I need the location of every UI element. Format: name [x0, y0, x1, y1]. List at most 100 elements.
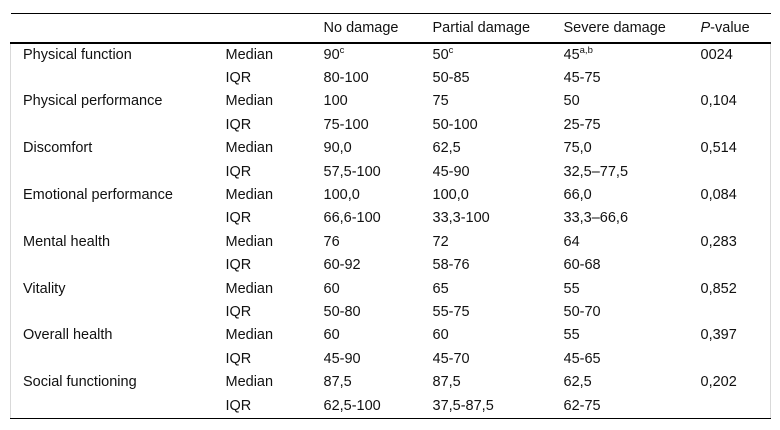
- cell-stat-label: IQR: [225, 116, 252, 133]
- cell-partial-damage: 58-76: [432, 257, 470, 274]
- cell-severe-damage: 25-75: [563, 116, 601, 133]
- cell-stat-label: IQR: [225, 210, 252, 227]
- table-row-median: Discomfort Median 90,0 62,5 75,0 0,514: [11, 137, 771, 160]
- cell-scale-label: Emotional performance: [23, 186, 173, 203]
- header-row: No damage Partial damage Severe damage P…: [10, 13, 771, 43]
- superscript-note: a,b: [579, 45, 593, 56]
- table-row-iqr: IQR 50-80 55-75 50-70: [11, 301, 771, 324]
- cell-partial-damage: 45-70: [432, 350, 470, 367]
- cell-p-value: 0,202: [700, 374, 737, 391]
- cell-stat-label: Median: [225, 93, 274, 110]
- cell-p-value: [701, 254, 771, 277]
- column-header-p-value: P-value: [700, 19, 750, 36]
- cell-p-value: 0,514: [700, 140, 737, 157]
- cell-no-damage: 75-100: [323, 116, 369, 133]
- cell-stat-label: IQR: [225, 303, 252, 320]
- cell-partial-damage: 75: [432, 93, 449, 110]
- cell-stat-label: IQR: [225, 69, 252, 86]
- cell-scale-label: Social functioning: [23, 374, 137, 391]
- cell-severe-damage: 45-75: [563, 69, 601, 86]
- cell-p-value: [701, 301, 771, 324]
- cell-scale-label: Physical performance: [23, 93, 163, 110]
- table-body: Physical function Median 90c 50c 45a,b 0024 IQ…: [10, 42, 771, 419]
- cell-stat-label: IQR: [225, 350, 252, 367]
- cell-p-value: 0,104: [700, 93, 737, 110]
- cell-severe-damage: 45a,b: [563, 45, 593, 63]
- cell-p-value: [701, 348, 771, 371]
- cell-partial-damage: 55-75: [432, 303, 470, 320]
- cell-partial-damage: 62,5: [432, 140, 461, 157]
- cell-stat-label: Median: [225, 327, 274, 344]
- cell-stat-label: IQR: [225, 257, 252, 274]
- column-header-label: [11, 14, 226, 43]
- cell-p-value: [701, 67, 771, 90]
- cell-partial-damage: 100,0: [432, 186, 469, 203]
- cell-p-value: 0,852: [700, 280, 737, 297]
- cell-stat-label: IQR: [225, 397, 252, 414]
- table-row-median: Mental health Median 76 72 64 0,283: [11, 231, 771, 254]
- quality-of-life-table: No damage Partial damage Severe damage P…: [10, 13, 771, 419]
- cell-severe-damage: 32,5–77,5: [563, 163, 629, 180]
- cell-no-damage: 76: [323, 233, 340, 250]
- cell-partial-damage: 87,5: [432, 374, 461, 391]
- table-row-median: Overall health Median 60 60 55 0,397: [11, 324, 771, 347]
- table-row-median: Emotional performance Median 100,0 100,0 66,…: [11, 184, 771, 207]
- cell-p-value: [701, 207, 771, 230]
- cell-severe-damage: 64: [563, 233, 580, 250]
- table-row-iqr: IQR 62,5-100 37,5-87,5 62-75: [11, 395, 771, 419]
- cell-p-value: [701, 161, 771, 184]
- cell-partial-damage: 37,5-87,5: [432, 397, 494, 414]
- cell-scale-label: [11, 114, 226, 137]
- superscript-note: c: [339, 45, 345, 56]
- cell-p-value: [701, 114, 771, 137]
- table-row-iqr: IQR 66,6-100 33,3-100 33,3–66,6: [11, 207, 771, 230]
- table-row-iqr: IQR 45-90 45-70 45-65: [11, 348, 771, 371]
- cell-scale-label: [11, 254, 226, 277]
- cell-partial-damage: 65: [432, 280, 449, 297]
- cell-no-damage: 62,5-100: [323, 397, 381, 414]
- cell-severe-damage: 50-70: [563, 303, 601, 320]
- cell-no-damage: 50-80: [323, 303, 361, 320]
- cell-severe-damage: 55: [563, 280, 580, 297]
- column-header-no-damage: No damage: [323, 19, 399, 36]
- cell-stat-label: Median: [225, 46, 274, 63]
- cell-scale-label: [11, 207, 226, 230]
- table-row-iqr: IQR 60-92 58-76 60-68: [11, 254, 771, 277]
- superscript-note: c: [448, 45, 454, 56]
- cell-severe-damage: 55: [563, 327, 580, 344]
- cell-severe-damage: 62-75: [563, 397, 601, 414]
- cell-no-damage: 80-100: [323, 69, 369, 86]
- table-row-iqr: IQR 57,5-100 45-90 32,5–77,5: [11, 161, 771, 184]
- cell-stat-label: Median: [225, 233, 274, 250]
- cell-severe-damage: 45-65: [563, 350, 601, 367]
- cell-scale-label: Physical function: [23, 46, 132, 63]
- cell-no-damage: 57,5-100: [323, 163, 381, 180]
- cell-scale-label: Mental health: [23, 233, 111, 250]
- cell-stat-label: Median: [225, 280, 274, 297]
- cell-scale-label: [11, 348, 226, 371]
- cell-partial-damage: 50c: [432, 45, 454, 63]
- cell-no-damage: 60: [323, 280, 340, 297]
- cell-no-damage: 100,0: [323, 186, 360, 203]
- cell-partial-damage: 50-85: [432, 69, 470, 86]
- cell-no-damage: 45-90: [323, 350, 361, 367]
- cell-severe-damage: 62,5: [563, 374, 592, 391]
- table-row-median: Physical performance Median 100 75 50 0,104: [11, 90, 771, 113]
- cell-partial-damage: 72: [432, 233, 449, 250]
- cell-scale-label: Discomfort: [23, 140, 93, 157]
- table-row-median: Social functioning Median 87,5 87,5 62,5 0,20…: [11, 371, 771, 394]
- cell-severe-damage: 66,0: [563, 186, 592, 203]
- cell-no-damage: 90c: [323, 45, 345, 63]
- cell-scale-label: [11, 395, 226, 419]
- cell-partial-damage: 60: [432, 327, 449, 344]
- cell-partial-damage: 45-90: [432, 163, 470, 180]
- cell-stat-label: Median: [225, 186, 274, 203]
- column-header-partial-damage: Partial damage: [432, 19, 531, 36]
- cell-p-value: 0,084: [700, 186, 737, 203]
- table-row-iqr: IQR 75-100 50-100 25-75: [11, 114, 771, 137]
- cell-partial-damage: 50-100: [432, 116, 478, 133]
- cell-stat-label: IQR: [225, 163, 252, 180]
- cell-no-damage: 100: [323, 93, 348, 110]
- cell-severe-damage: 60-68: [563, 257, 601, 274]
